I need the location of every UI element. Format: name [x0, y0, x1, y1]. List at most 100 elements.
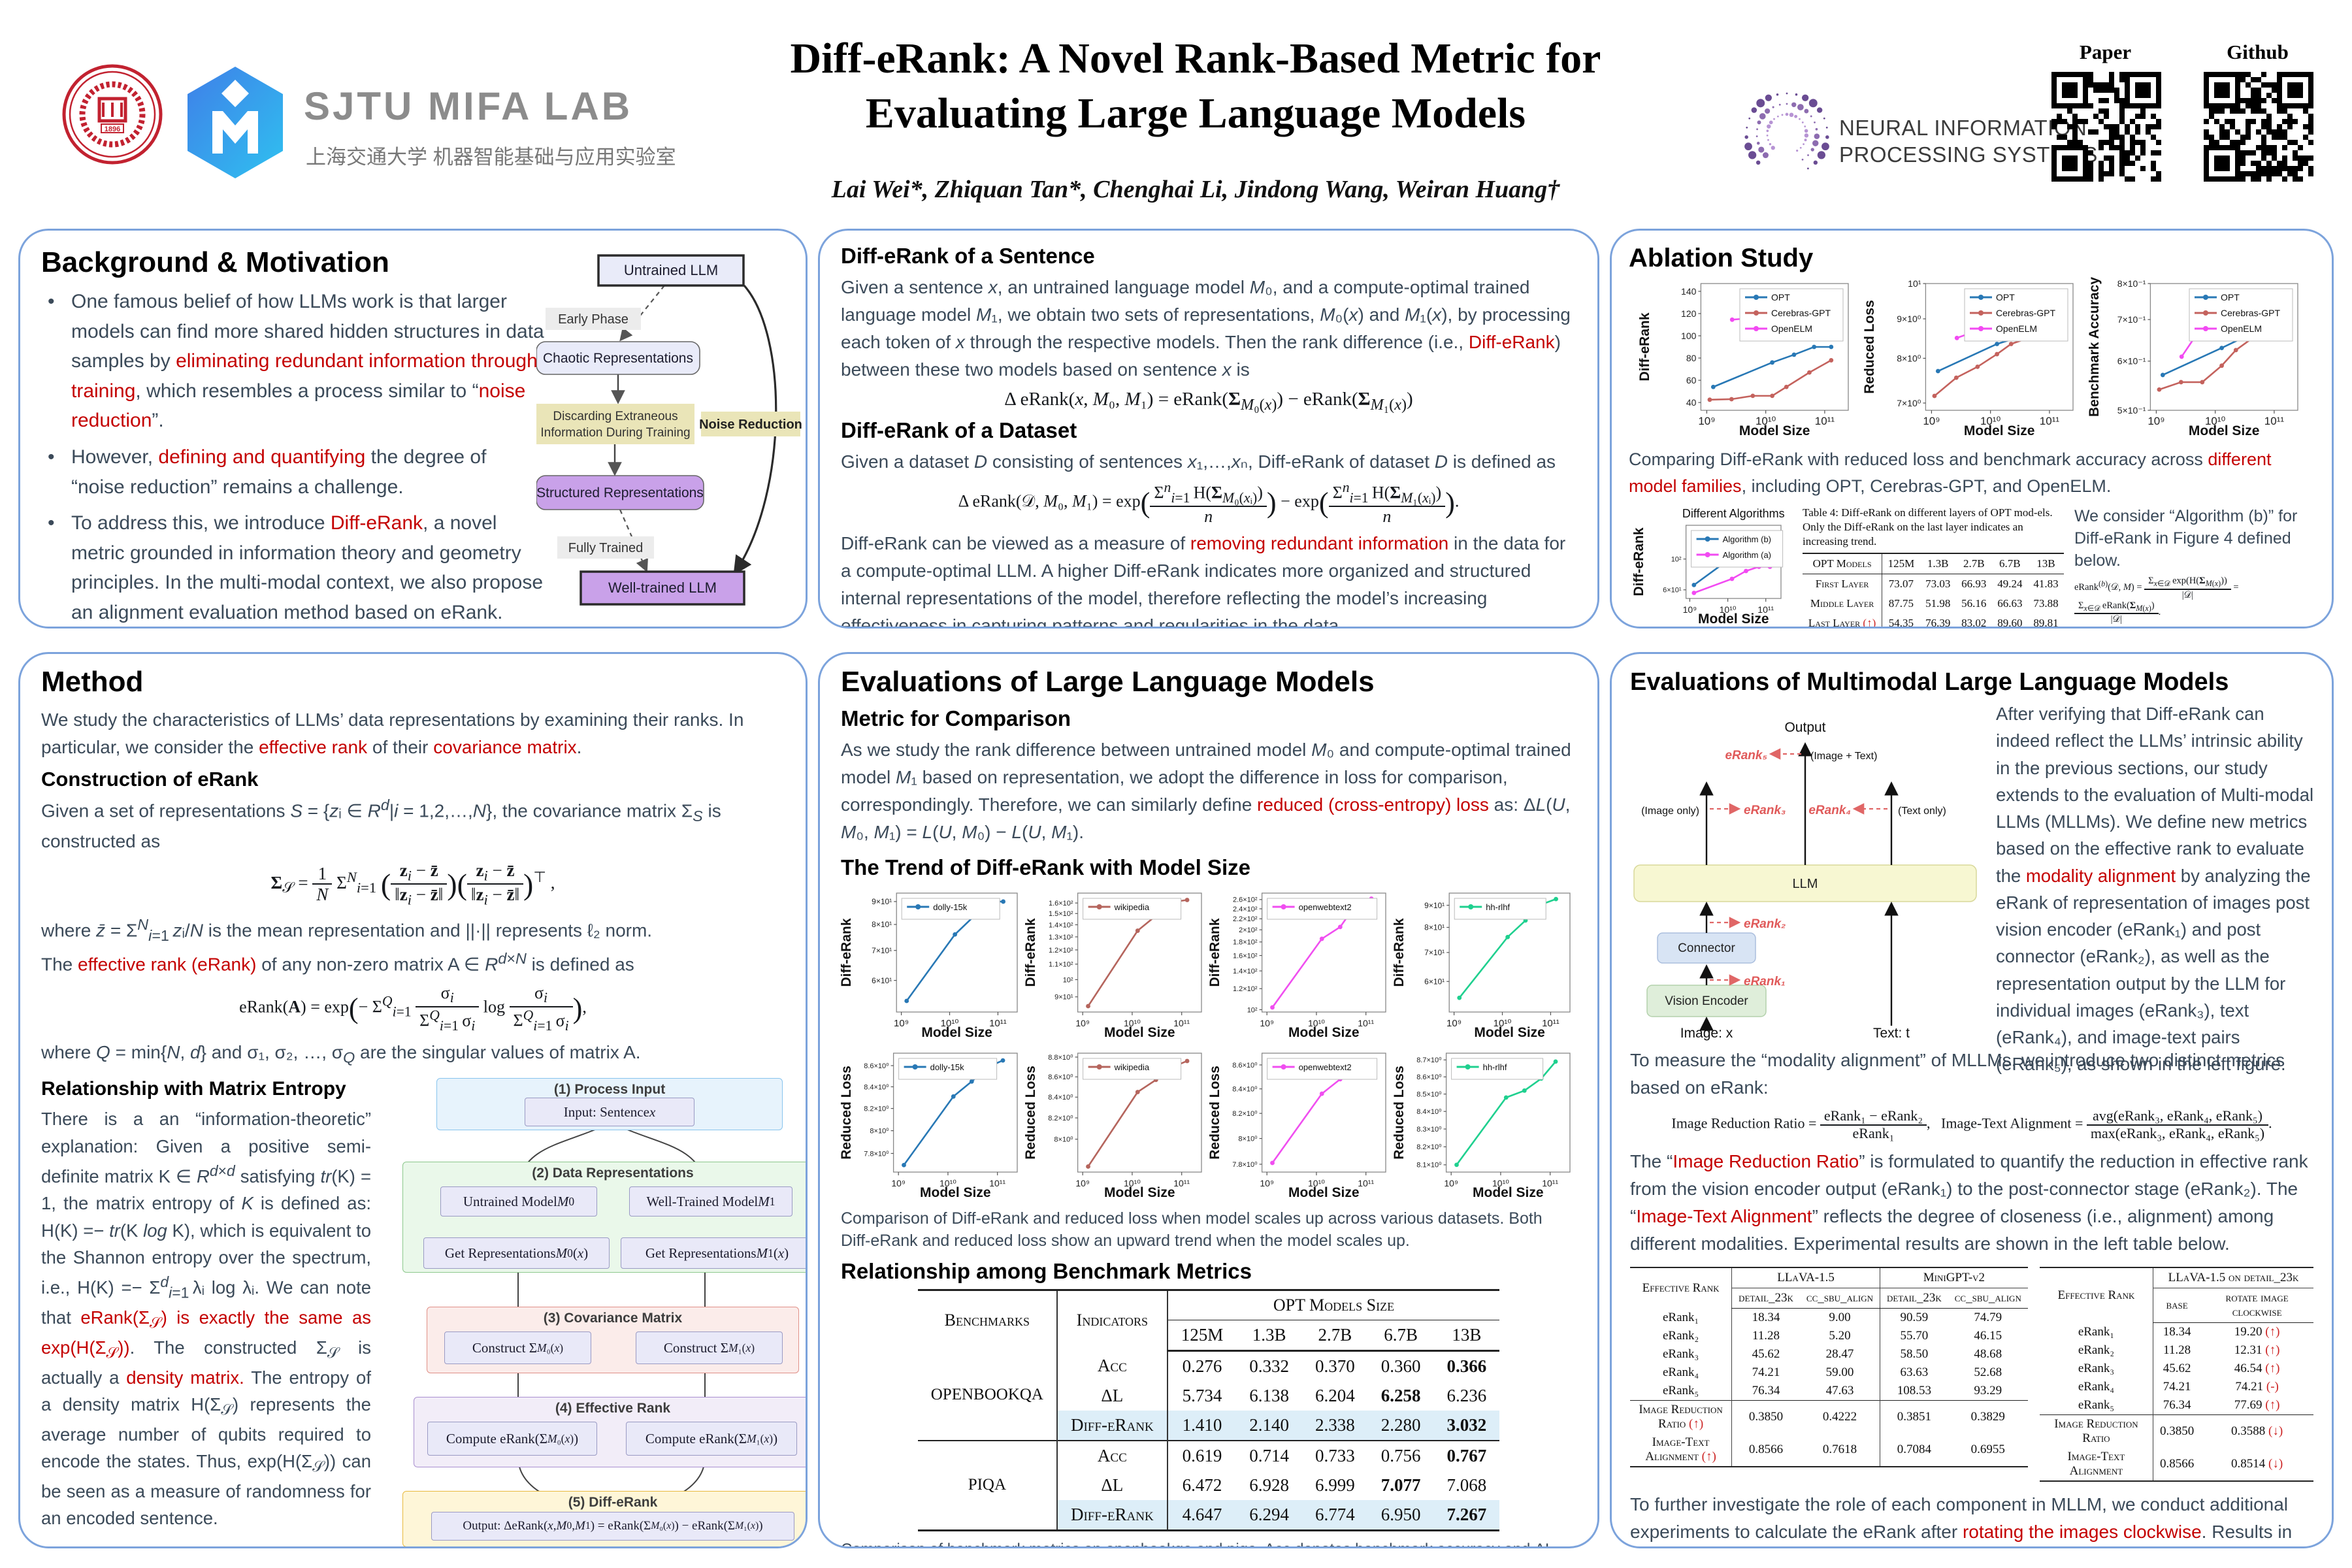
svg-text:10¹: 10¹	[1908, 278, 1921, 289]
svg-text:80: 80	[1686, 353, 1697, 363]
sentence-paragraph: Given a sentence x, an untrained languag…	[841, 277, 1571, 380]
effective-rank-comparison-table: Effective Rank LLaVA-1.5 MiniGPT-v2 detail_…	[1630, 1267, 2028, 1468]
figure4-chart: 6×10¹ 10² 10⁹ 10¹⁰ 10¹¹ Model Size Diff-eRank D…	[1631, 506, 1788, 627]
neurips-text-line1: NEURAL INFORMATION	[1839, 116, 2087, 140]
qr-pattern	[2051, 72, 2161, 182]
svg-text:1.1×10²: 1.1×10²	[1049, 961, 1073, 969]
svg-text:6×10¹: 6×10¹	[1424, 977, 1445, 986]
sjtu-logo: 1896	[62, 64, 163, 165]
svg-text:1.6×10²: 1.6×10²	[1049, 900, 1073, 907]
flow-structured: Structured Representations	[536, 485, 704, 500]
trend-subheading: The Trend of Diff-eRank with Model Size	[841, 855, 1251, 879]
stage3-title: (3) Covariance Matrix	[543, 1311, 683, 1326]
algorithm-b-formula-1: eRank(b)(𝒟, M) = Σx∈𝒟 exp(H(ΣM(x))) |𝒟| =…	[2074, 576, 2239, 625]
erank-formula: eRank(A) = exp(− ΣQi=1 σi ΣQi=1 σi log σi…	[239, 983, 587, 1034]
svg-text:8×10⁰: 8×10⁰	[1054, 1135, 1073, 1143]
svg-text:10¹⁰: 10¹⁰	[1308, 1018, 1325, 1028]
svg-text:10¹¹: 10¹¹	[2264, 415, 2285, 427]
svg-text:8.4×10⁰: 8.4×10⁰	[1232, 1085, 1258, 1093]
trend-chart-wikipedia-diff-erank: 9×10¹ 10² 1.1×10² 1.2×10² 1.3×10² 1.4×10² 1.5×…	[1023, 885, 1208, 1044]
flow-chaotic: Chaotic Representations	[543, 351, 693, 366]
get-representations-m1-box: Get Representations M 1(x)	[621, 1237, 806, 1269]
table-row: eRank₅ 76.34 77.69 (↑)	[2040, 1396, 2313, 1415]
chart-canvas: 9×10¹ 10² 1.1×10² 1.2×10² 1.3×10² 1.4×10² 1.5×…	[1023, 892, 1202, 1040]
svg-text:8×10⁻¹: 8×10⁻¹	[2117, 278, 2146, 289]
authors: Lai Wei*, Zhiquan Tan*, Chenghai Li, Jin…	[831, 176, 1560, 203]
title-line-1: Diff-eRank: A Novel Rank-Based Metric fo…	[790, 35, 1601, 82]
flow-discard-line1: Discarding Extraneous	[553, 410, 678, 423]
method-lower-region: Relationship with Matrix Entropy There i…	[41, 1078, 806, 1546]
table-row: eRank₄ 74.21 74.21 (-)	[2040, 1378, 2313, 1397]
svg-text:1.3×10²: 1.3×10²	[1049, 934, 1073, 941]
panel-ablation-study: Ablation Study 40 60 80 100 120 140 10⁹ 10¹⁰ 10¹…	[1610, 229, 2334, 629]
svg-text:Model Size: Model Size	[1473, 1185, 1544, 1200]
construction-subheading: Construction of eRank	[41, 768, 259, 791]
compute-erank-m1-box: Compute eRank(Σ M₁(x))	[626, 1422, 797, 1456]
svg-text:Reduced Loss: Reduced Loss	[1394, 1066, 1407, 1160]
trend-chart-openwebtext2-reduced-loss: 7.8×10⁰ 8×10⁰ 8.2×10⁰ 8.4×10⁰ 8.6×10⁰ 10⁹ 10¹⁰…	[1207, 1045, 1392, 1204]
chart-canvas: 7.8×10⁰ 8×10⁰ 8.2×10⁰ 8.4×10⁰ 8.6×10⁰ 10⁹ 10¹⁰…	[1207, 1053, 1386, 1200]
figure4-block: 6×10¹ 10² 10⁹ 10¹⁰ 10¹¹ Model Size Diff-eRank D…	[1629, 506, 1792, 627]
svg-text:8×10⁰: 8×10⁰	[1238, 1135, 1258, 1143]
construct-sigma-m1-box: Construct Σ M₁(x)	[636, 1331, 783, 1365]
table-row: Image Reduction Ratio 0.3850 0.3588 (↓)	[2039, 1414, 2313, 1448]
benchmark-table: Benchmarks Indicators OPT Models Size 125M 1…	[917, 1288, 1500, 1531]
chart-canvas: 40 60 80 100 120 140 10⁹ 10¹⁰ 10¹¹ Model Size Diff…	[1637, 283, 1849, 438]
background-bullet-1: One famous belief of how LLMs work is th…	[41, 287, 544, 436]
svg-text:10¹⁰: 10¹⁰	[1980, 415, 2001, 427]
flow-fully-trained-label: Fully Trained	[568, 541, 644, 555]
svg-text:6×10¹: 6×10¹	[872, 976, 892, 985]
trend-chart-hhrlhf-reduced-loss: 8.1×10⁰ 8.2×10⁰ 8.3×10⁰ 8.4×10⁰ 8.5×10⁰ 8.6×1…	[1392, 1045, 1576, 1204]
svg-text:Cerebras-GPT: Cerebras-GPT	[1771, 308, 1831, 318]
dataset-heading: Diff-eRank of a Dataset	[841, 417, 1077, 442]
qr-pattern	[2204, 72, 2313, 182]
diagram-image-text-label: (Image + Text)	[1810, 751, 1877, 762]
svg-text:10²: 10²	[1063, 976, 1073, 984]
table-row: Image-Text Alignment (↑) 0.8566 0.7618 0.70…	[1630, 1433, 2028, 1467]
svg-text:Algorithm (b): Algorithm (b)	[1723, 534, 1771, 544]
table-row: eRank₁ 18.34 9.00 90.59 74.79	[1630, 1308, 2028, 1328]
rotation-ablation-table: Effective Rank LLaVA-1.5 on detail_23k bas…	[2039, 1267, 2313, 1482]
poster-title: Diff-eRank: A Novel Rank-Based Metric fo…	[725, 31, 1666, 142]
svg-text:10¹⁰: 10¹⁰	[941, 1018, 959, 1029]
metric-comparison-subheading: Metric for Comparison	[841, 706, 1071, 730]
svg-text:Reduced Loss: Reduced Loss	[1025, 1066, 1038, 1160]
svg-text:1.5×10²: 1.5×10²	[1049, 910, 1073, 918]
svg-text:Diff-eRank: Diff-eRank	[1025, 918, 1038, 987]
svg-text:10⁹: 10⁹	[894, 1018, 909, 1029]
svg-text:Reduced Loss: Reduced Loss	[1864, 300, 1877, 394]
svg-text:hh-rlhf: hh-rlhf	[1483, 1062, 1507, 1072]
table-row: eRank₁ 18.34 19.20 (↑)	[2040, 1322, 2313, 1342]
singular-values-note: where Q = min{N, d} and σ₁, σ₂, …, σQ ar…	[41, 1041, 641, 1066]
svg-text:Model Size: Model Size	[1288, 1025, 1360, 1040]
svg-text:1.2×10²: 1.2×10²	[1233, 985, 1258, 993]
svg-text:1.4×10²: 1.4×10²	[1233, 968, 1258, 975]
panel-diff-erank-definitions: Diff-eRank of a Sentence Given a sentenc…	[818, 229, 1599, 629]
diagram-erank4-label: eRank₄	[1808, 804, 1851, 817]
method-heading: Method	[41, 666, 144, 698]
svg-text:8×10¹: 8×10¹	[1424, 923, 1445, 932]
svg-text:Diff-eRank: Diff-eRank	[1633, 527, 1646, 596]
svg-text:7.8×10⁰: 7.8×10⁰	[864, 1150, 889, 1158]
flow-well-trained-llm: Well-trained LLM	[608, 580, 717, 596]
svg-text:1.8×10²: 1.8×10²	[1233, 939, 1258, 947]
stage4-title: (4) Effective Rank	[555, 1401, 671, 1416]
svg-text:wikipedia: wikipedia	[1114, 902, 1150, 912]
svg-text:Reduced Loss: Reduced Loss	[841, 1066, 854, 1160]
svg-text:9×10¹: 9×10¹	[1424, 901, 1445, 910]
ablation-right-text: We consider “Algorithm (b)” for Diff-eRa…	[2074, 506, 2315, 627]
svg-text:openwebtext2: openwebtext2	[1299, 902, 1352, 912]
table-row: eRank₅ 76.34 47.63 108.53 93.29	[1630, 1382, 2028, 1401]
svg-text:Model Size: Model Size	[1964, 423, 2035, 438]
svg-text:5×10⁻¹: 5×10⁻¹	[2117, 405, 2146, 416]
mllm-architecture-diagram: LLM Connector Vision Encoder Image: x Te…	[1633, 720, 1977, 1041]
opt-layers-table: OPT Models 125M 1.3B 2.7B 6.7B 13B First Layer…	[1803, 553, 2064, 627]
svg-text:10¹¹: 10¹¹	[1173, 1178, 1190, 1188]
svg-text:2.6×10²: 2.6×10²	[1233, 896, 1258, 904]
svg-text:10⁹: 10⁹	[2148, 415, 2164, 427]
diff-erank-pipeline-flowchart: (1) Process Input Input: Sentence x (2) …	[397, 1078, 806, 1546]
matrix-entropy-column: Relationship with Matrix Entropy There i…	[41, 1078, 371, 1531]
svg-text:120: 120	[1681, 308, 1697, 319]
svg-text:10¹¹: 10¹¹	[1358, 1018, 1374, 1028]
